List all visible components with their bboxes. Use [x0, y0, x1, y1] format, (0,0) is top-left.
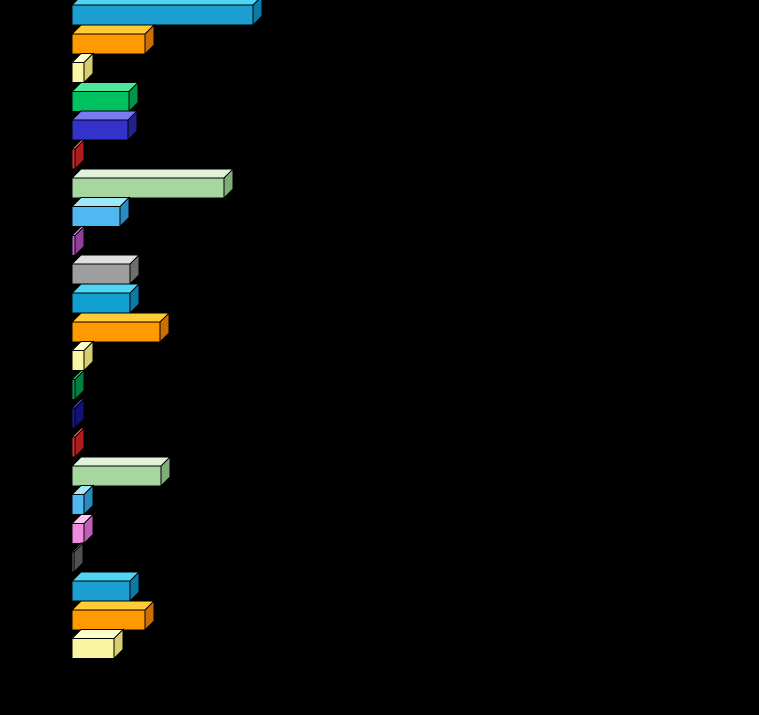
bar-18[interactable]	[70, 484, 95, 516]
bar-top-face	[70, 0, 259, 6]
bars-layer	[70, 0, 263, 660]
bar-front-face	[71, 321, 161, 343]
bar-8[interactable]	[70, 196, 131, 228]
bar-front-face	[71, 234, 76, 256]
bar-10[interactable]	[70, 253, 141, 286]
bar-22[interactable]	[70, 599, 156, 632]
bar-front-face	[71, 551, 75, 573]
bar-top-face	[70, 168, 235, 179]
bar-2[interactable]	[70, 23, 156, 56]
bar-front-face	[71, 263, 131, 285]
bar-front-face	[71, 148, 76, 170]
bar-front-face	[71, 33, 146, 55]
bar-front-face	[71, 378, 76, 400]
bar-21[interactable]	[70, 570, 141, 603]
bar-12[interactable]	[70, 311, 171, 344]
bar-top-face	[70, 24, 156, 35]
bar-front-face	[71, 292, 131, 314]
bar-14[interactable]	[70, 369, 86, 401]
bar-top-face	[70, 283, 141, 294]
bar-front-face	[71, 177, 225, 199]
bar-front-face	[71, 609, 146, 631]
bar-front-face	[71, 90, 130, 112]
bar-17[interactable]	[70, 455, 172, 488]
bar-6[interactable]	[70, 138, 86, 171]
bar-front-face	[71, 522, 85, 544]
bar-4[interactable]	[70, 81, 140, 113]
bar-5[interactable]	[70, 109, 139, 142]
bar-front-face	[71, 465, 162, 487]
bar-15[interactable]	[70, 397, 86, 430]
bar-top-face	[70, 571, 141, 582]
bar-top-face	[70, 600, 156, 611]
bar-front-face	[71, 206, 121, 228]
bar-9[interactable]	[70, 225, 86, 257]
bar-top-face	[70, 254, 141, 265]
bar-top-face	[70, 197, 131, 208]
bar-front-face	[71, 119, 129, 141]
bar-front-face	[71, 62, 85, 84]
bar-front-face	[71, 580, 131, 602]
bar-23[interactable]	[70, 628, 125, 660]
bar-top-face	[70, 312, 171, 323]
bar-front-face	[71, 436, 76, 458]
bar-3[interactable]	[70, 52, 95, 84]
bar-top-face	[70, 110, 139, 121]
bar-front-face	[71, 350, 85, 372]
bar-20[interactable]	[70, 541, 85, 574]
bar-top-face	[70, 456, 172, 467]
bar-13[interactable]	[70, 340, 95, 372]
bar-7[interactable]	[70, 167, 235, 200]
bar-top-face	[70, 81, 140, 92]
bar-front-face	[71, 494, 85, 516]
bar-front-face	[71, 4, 254, 26]
bar-front-face	[71, 407, 76, 429]
bar-front-face	[71, 638, 115, 660]
bar-11[interactable]	[70, 282, 141, 315]
bar-16[interactable]	[70, 426, 86, 459]
bar-1[interactable]	[70, 0, 263, 27]
bar-19[interactable]	[70, 513, 95, 545]
